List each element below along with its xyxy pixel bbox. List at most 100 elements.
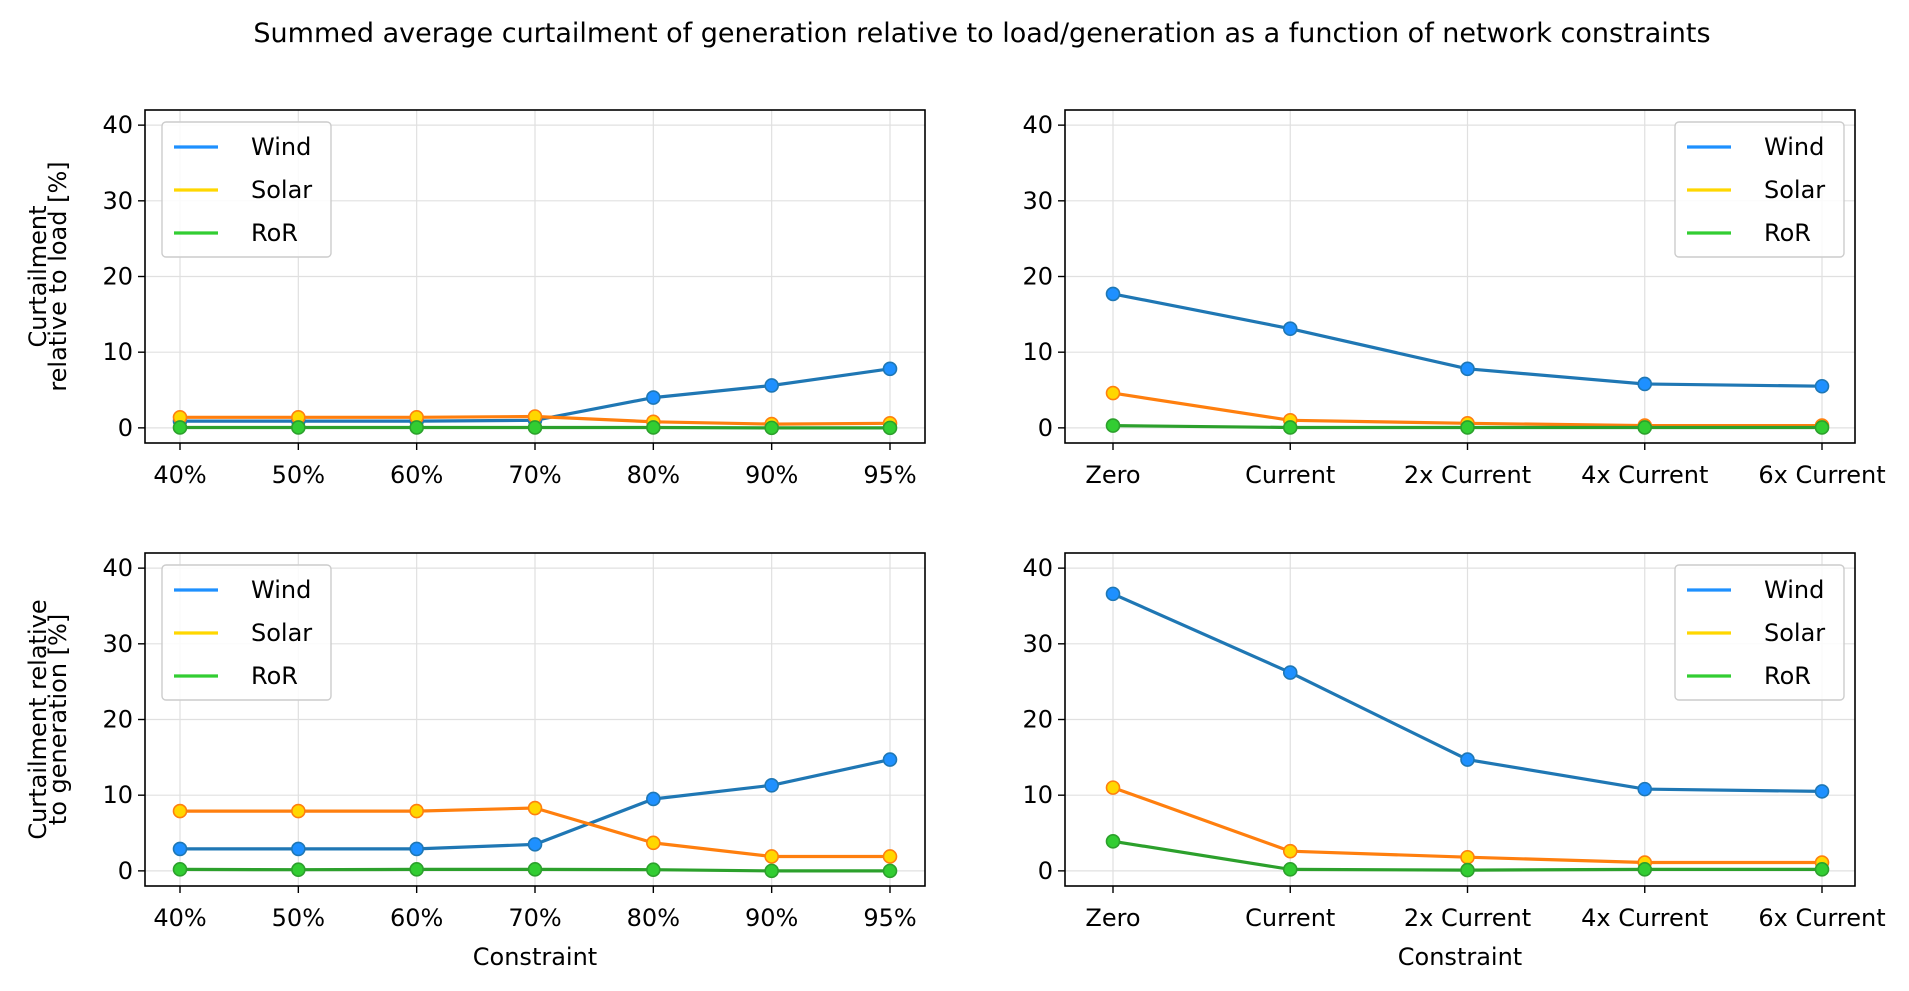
x-tick-label: 50% [272,461,325,489]
data-point-wind [1105,586,1121,602]
y-tick-label: 10 [1022,781,1053,809]
x-tick-label: 70% [508,461,561,489]
data-point-solar [764,849,779,864]
y-tick-label: 0 [118,857,133,885]
data-point-ror [764,863,779,879]
x-tick-label: 2x Current [1404,461,1531,489]
x-tick-label: 80% [627,904,680,932]
data-point-ror [527,420,543,435]
data-point-ror [882,420,898,436]
data-point-solar [1460,849,1475,865]
legend-label-solar: Solar [1764,176,1825,204]
data-point-ror [1460,420,1475,435]
y-tick-label: 20 [102,706,133,734]
legend-label-wind: Wind [1764,576,1824,604]
x-axis-label: Constraint [473,943,597,971]
data-point-wind [1637,376,1653,392]
legend-label-wind: Wind [251,576,311,604]
y-tick-label: 10 [102,338,133,366]
x-tick-label: Current [1245,904,1335,932]
x-tick-label: 60% [390,904,443,932]
x-tick-label: 95% [863,461,916,489]
data-point-ror [1460,862,1475,878]
data-point-ror [172,420,188,435]
data-point-wind [1460,752,1475,767]
x-tick-label: Current [1245,461,1335,489]
data-point-ror [1814,420,1830,435]
legend-label-solar: Solar [1764,619,1825,647]
chart-panel-3: 0 10 20 30 40 40% 50% 60% 70% 80% 90% 95% Constraint… [24,552,926,971]
legend-label-wind: Wind [251,133,311,161]
x-tick-label: 80% [627,461,680,489]
y-tick-label: 40 [1022,554,1053,582]
figure-title: Summed average curtailment of generation… [253,18,1710,49]
y-tick-label: 0 [118,414,133,442]
x-tick-label: 40% [153,461,206,489]
x-tick-label: 90% [745,461,798,489]
data-point-wind [1637,781,1653,797]
x-tick-label: Zero [1085,904,1140,932]
legend-label-ror: RoR [1764,219,1811,247]
data-point-wind [1460,361,1475,377]
data-point-wind [1814,784,1830,799]
legend-label-solar: Solar [251,619,312,647]
data-point-ror [527,862,543,877]
data-point-ror [409,862,424,877]
chart-panel-2: 0 10 20 30 40 Zero Current 2x Current 4x Current… [1022,109,1886,489]
y-tick-label: 30 [1022,187,1053,215]
y-tick-label: 30 [102,630,133,658]
x-axis-label: Constraint [1398,943,1522,971]
data-point-ror [1637,420,1653,435]
data-point-wind [646,390,661,405]
legend-label-ror: RoR [251,662,298,690]
data-point-solar [291,803,306,819]
data-point-ror [764,420,779,436]
data-point-solar [1105,385,1121,401]
x-tick-label: 50% [272,904,325,932]
y-tick-label: 40 [102,111,133,139]
data-point-wind [1105,286,1121,302]
legend: Wind Solar RoR [161,564,332,701]
data-point-solar [882,849,898,864]
data-point-wind [409,841,424,857]
data-point-ror [409,420,424,435]
x-tick-label: 4x Current [1581,904,1708,932]
x-tick-label: 90% [745,904,798,932]
data-point-solar [1105,780,1121,795]
data-point-wind [764,378,779,393]
data-point-wind [882,752,898,767]
y-axis-label: Curtailment relative [24,599,52,839]
y-tick-label: 0 [1038,414,1053,442]
y-axis-label: to generation [%] [44,614,72,825]
data-point-wind [764,778,779,793]
legend-box [161,564,332,701]
y-tick-label: 20 [1022,263,1053,291]
data-point-wind [172,841,188,857]
data-point-wind [882,361,898,377]
data-point-wind [1282,321,1298,337]
x-tick-label: 40% [153,904,206,932]
data-point-ror [882,863,898,879]
x-tick-label: 6x Current [1758,461,1885,489]
y-tick-label: 10 [102,781,133,809]
y-axis-label: relative to load [%] [44,161,72,391]
x-tick-label: 60% [390,461,443,489]
data-point-ror [1814,862,1830,877]
legend-box [1674,121,1845,258]
y-tick-label: 0 [1038,857,1053,885]
data-point-wind [646,791,661,807]
data-point-ror [1105,834,1121,849]
data-point-solar [172,803,188,819]
x-tick-label: 70% [508,904,561,932]
legend-label-ror: RoR [251,219,298,247]
legend: Wind Solar RoR [1674,121,1845,258]
data-point-solar [646,835,661,851]
x-tick-label: 95% [863,904,916,932]
data-point-ror [172,862,188,877]
x-tick-label: 2x Current [1404,904,1531,932]
data-point-solar [527,800,543,816]
x-tick-label: 6x Current [1758,904,1885,932]
legend-label-solar: Solar [251,176,312,204]
data-point-ror [1282,862,1298,877]
